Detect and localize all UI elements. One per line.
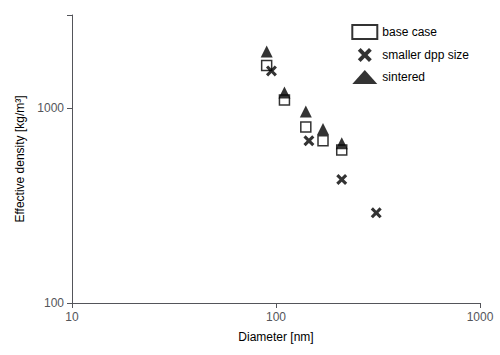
svg-text:1000: 1000 xyxy=(467,310,494,324)
svg-text:100: 100 xyxy=(44,296,64,310)
svg-text:100: 100 xyxy=(266,310,286,324)
svg-text:10: 10 xyxy=(65,310,79,324)
svg-text:Diameter [nm]: Diameter [nm] xyxy=(238,330,313,344)
svg-text:smaller dpp size: smaller dpp size xyxy=(382,48,469,62)
svg-text:base case: base case xyxy=(382,25,437,39)
svg-text:Effective density [kg/m³]: Effective density [kg/m³] xyxy=(13,95,27,222)
svg-text:1000: 1000 xyxy=(37,101,64,115)
svg-text:sintered: sintered xyxy=(382,70,425,84)
